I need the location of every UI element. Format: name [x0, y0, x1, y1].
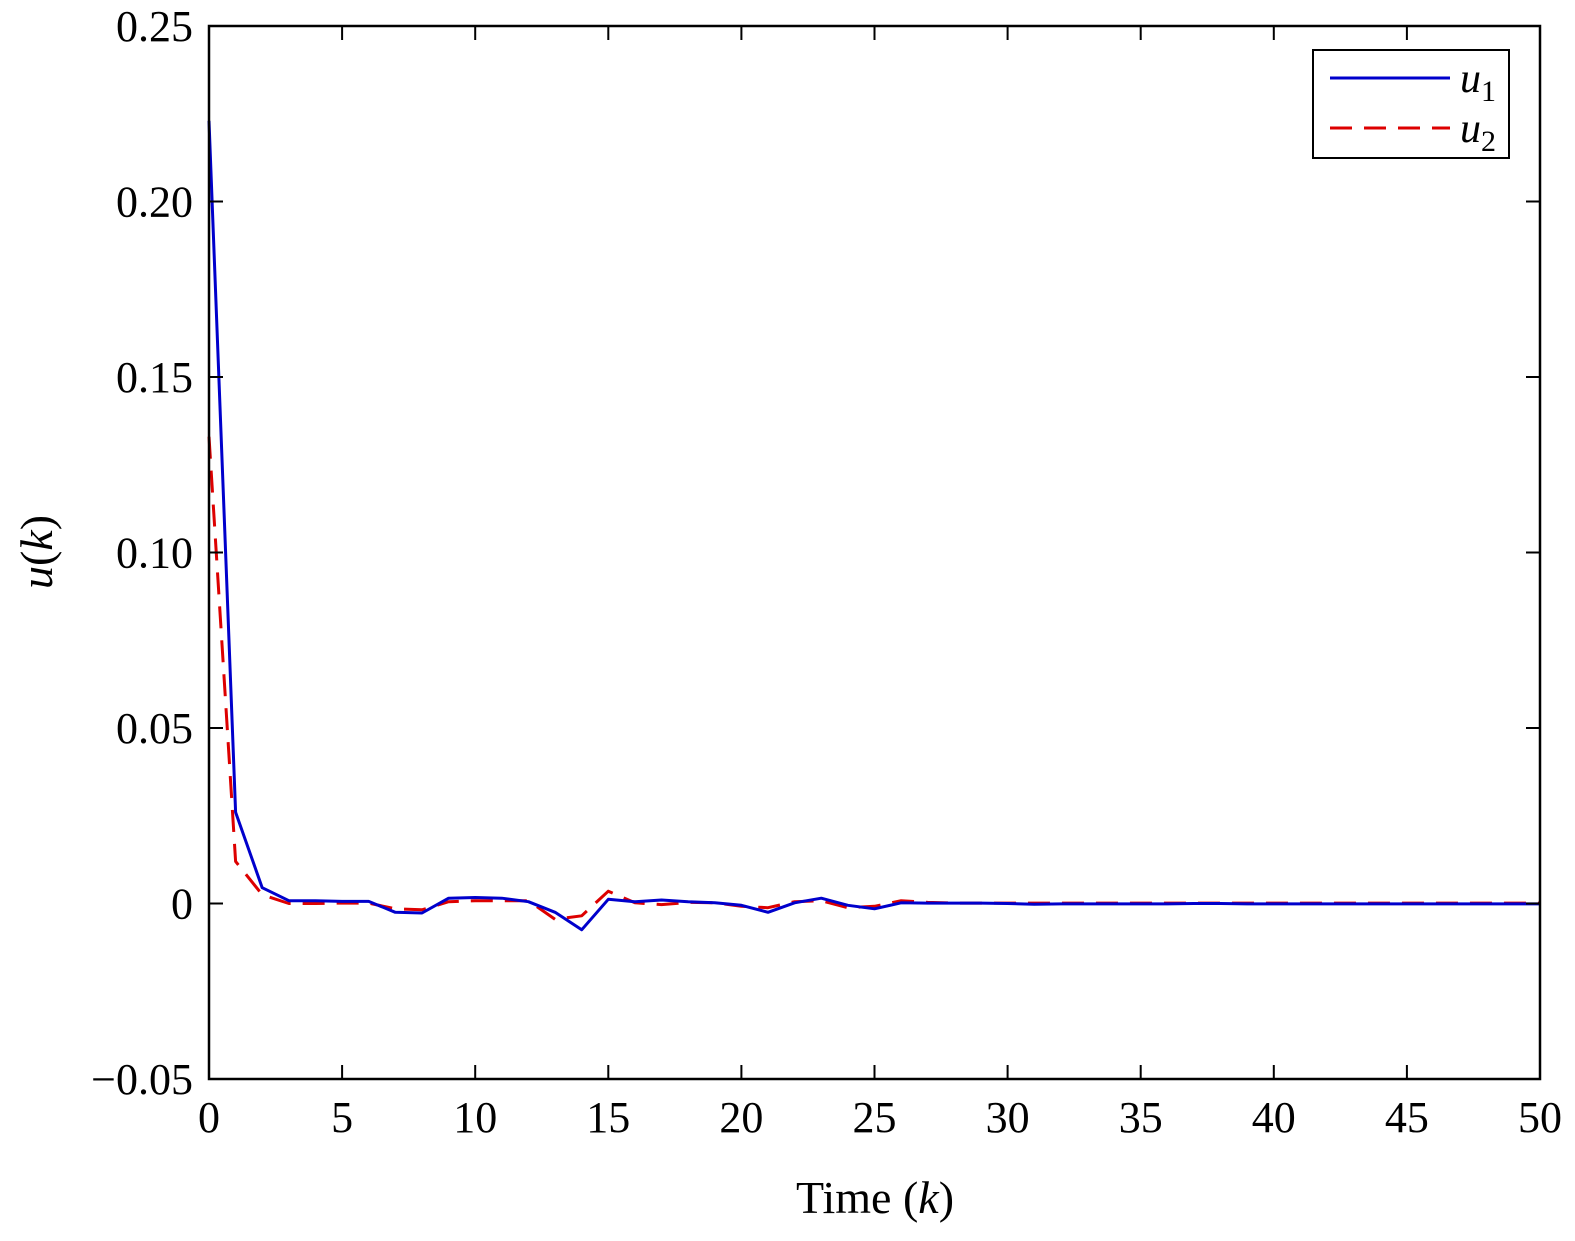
x-tick-label: 35 — [1119, 1093, 1163, 1142]
x-axis-label-var: k — [918, 1172, 940, 1223]
x-tick-label: 15 — [586, 1093, 630, 1142]
x-tick-label: 20 — [719, 1093, 763, 1142]
x-tick-label: 0 — [198, 1093, 220, 1142]
x-tick-label: 30 — [986, 1093, 1030, 1142]
y-axis-label-open: ( — [11, 551, 62, 566]
y-tick-label: 0.10 — [116, 529, 193, 578]
y-tick-label: 0.05 — [116, 704, 193, 753]
x-tick-label: 5 — [331, 1093, 353, 1142]
y-axis-ticks: −0.05 0 0.05 0.10 0.15 0.20 0.25 — [91, 2, 1540, 1104]
y-axis-label-arg: k — [11, 529, 62, 551]
legend-label-u1-var: u — [1460, 56, 1481, 102]
y-axis-label-var: u — [11, 566, 62, 589]
y-tick-label: −0.05 — [91, 1055, 193, 1104]
legend-label-u2-var: u — [1460, 106, 1481, 152]
x-tick-label: 40 — [1252, 1093, 1296, 1142]
x-axis-label: Time (k) — [796, 1172, 954, 1223]
x-axis-ticks: 0 5 10 15 20 25 30 35 40 45 50 — [198, 26, 1562, 1142]
legend: u1 u2 — [1312, 49, 1510, 159]
x-tick-label: 45 — [1385, 1093, 1429, 1142]
legend-label-u2: u2 — [1460, 106, 1496, 158]
y-tick-label: 0 — [171, 880, 193, 929]
x-tick-label: 25 — [853, 1093, 897, 1142]
series-group — [207, 120, 1540, 932]
legend-label-u2-sub: 2 — [1481, 125, 1496, 158]
y-tick-label: 0.15 — [116, 353, 193, 402]
series-line-u1 — [207, 120, 1540, 932]
x-tick-label: 10 — [453, 1093, 497, 1142]
legend-label-u1-sub: 1 — [1481, 75, 1496, 108]
legend-box — [1312, 49, 1510, 159]
x-tick-label: 50 — [1518, 1093, 1562, 1142]
x-axis-label-suffix: ) — [939, 1172, 954, 1223]
y-axis-label: u(k) — [11, 515, 62, 589]
legend-label-u1: u1 — [1460, 56, 1496, 108]
y-tick-label: 0.20 — [116, 178, 193, 227]
x-axis-label-prefix: Time ( — [796, 1172, 918, 1223]
y-axis-label-close: ) — [11, 515, 62, 530]
y-tick-label: 0.25 — [116, 2, 193, 51]
